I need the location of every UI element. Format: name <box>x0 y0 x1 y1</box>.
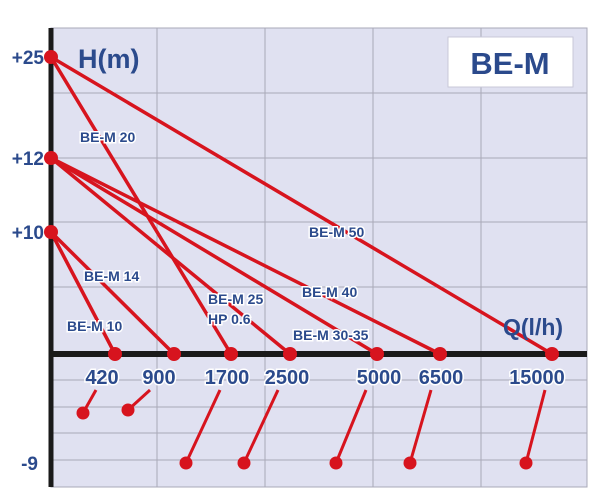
x-tick-label: 420 <box>85 367 118 389</box>
y-tick-dot <box>44 151 58 165</box>
leader-dot <box>121 403 135 417</box>
series-label: BE-M 40 <box>302 284 357 300</box>
y-tick-label: +25 <box>12 48 45 69</box>
x-tick-label: 2500 <box>265 367 310 389</box>
series-label: BE-M 20 <box>80 129 135 145</box>
grid <box>50 27 588 488</box>
series-line-5 <box>50 156 441 356</box>
leader-line <box>408 389 433 464</box>
y-tick-labels: +25 +12 +10 -9 <box>12 48 45 475</box>
x-tick-dot <box>283 347 297 361</box>
series-label-sub: HP 0.6 <box>208 311 251 327</box>
series-label: BE-M 25 <box>208 291 263 307</box>
y-tick-label: +10 <box>12 223 44 244</box>
series-dots <box>44 50 559 470</box>
leader-dot <box>519 456 533 470</box>
title-box <box>447 36 574 88</box>
x-tick-dot <box>545 347 559 361</box>
leader-line <box>184 389 222 464</box>
x-tick-label: 5000 <box>357 367 402 389</box>
leader-line <box>334 389 368 464</box>
leader-dot <box>76 406 90 420</box>
series-label: BE-M 10 <box>67 318 122 334</box>
x-axis-label: Q(l/h) <box>503 314 563 340</box>
x-tick-dot <box>224 347 238 361</box>
leader-line <box>524 389 547 464</box>
x-tick-label: 900 <box>142 367 175 389</box>
x-tick-label: 6500 <box>419 367 464 389</box>
x-tick-dot <box>433 347 447 361</box>
series-label: BE-M 30-35 <box>293 327 369 343</box>
plot-background <box>51 28 587 487</box>
y-tick-dot <box>44 50 58 64</box>
y-tick-dot <box>44 225 58 239</box>
y-tick-label: +12 <box>12 149 44 170</box>
leader-dot <box>237 456 251 470</box>
series-label: BE-M 14 <box>84 268 139 284</box>
x-tick-labels: 420 900 1700 2500 5000 6500 15000 <box>84 366 567 391</box>
x-tick-dot <box>108 347 122 361</box>
leader-dot <box>329 456 343 470</box>
series-line-0 <box>49 231 117 355</box>
x-tick-label: 1700 <box>205 367 250 389</box>
x-tick-dot <box>370 347 384 361</box>
x-tick-label: 15000 <box>509 367 565 389</box>
leader-dot <box>403 456 417 470</box>
x-tick-dot <box>167 347 181 361</box>
series-lines <box>49 55 553 356</box>
series-line-4 <box>50 156 378 356</box>
y-tick-label: -9 <box>21 454 38 475</box>
chart-title: BE-M <box>470 46 549 81</box>
series-labels: BE-M 10 BE-M 14 BE-M 20 BE-M 25 HP 0.6 BE-M 3… <box>66 128 371 345</box>
series-line-3 <box>49 156 292 356</box>
series-line-6 <box>50 55 553 356</box>
leader-dot <box>179 456 193 470</box>
series-label: BE-M 50 <box>309 224 364 240</box>
series-line-2 <box>49 56 233 355</box>
leader-line <box>242 389 280 464</box>
series-line-1 <box>49 230 176 356</box>
y-axis-label: H(m) <box>78 44 140 74</box>
